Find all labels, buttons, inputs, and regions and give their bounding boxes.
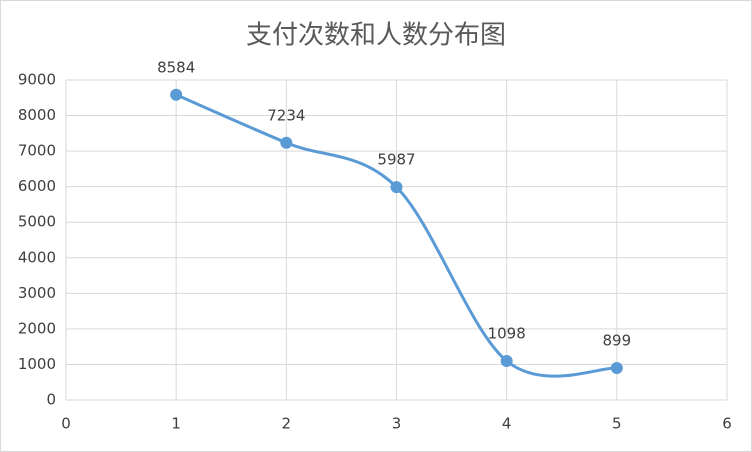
data-label: 8584: [157, 58, 195, 76]
y-tick-label: 3000: [18, 284, 56, 302]
x-tick-label: 0: [61, 415, 71, 433]
x-tick-label: 3: [392, 415, 402, 433]
data-label: 899: [603, 332, 632, 350]
data-point: [170, 88, 183, 101]
data-point: [610, 362, 623, 375]
data-label: 1098: [488, 324, 526, 342]
y-tick-label: 0: [46, 391, 56, 409]
data-point: [280, 136, 293, 149]
chart-title: 支付次数和人数分布图: [246, 21, 506, 51]
data-label: 5987: [377, 151, 415, 169]
data-point: [390, 181, 403, 194]
series-line: [175, 93, 617, 378]
x-tick-label: 6: [722, 415, 732, 433]
data-point: [500, 354, 513, 367]
x-tick-label: 5: [612, 415, 622, 433]
data-label: 7234: [267, 106, 305, 124]
y-tick-label: 8000: [18, 106, 56, 124]
y-tick-label: 5000: [18, 213, 56, 231]
x-tick-label: 1: [171, 415, 181, 433]
x-tick-label: 2: [282, 415, 292, 433]
y-tick-label: 1000: [18, 355, 56, 373]
y-tick-label: 9000: [18, 71, 56, 89]
y-tick-label: 6000: [18, 177, 56, 195]
y-tick-label: 4000: [18, 248, 56, 266]
y-tick-label: 2000: [18, 319, 56, 337]
x-tick-label: 4: [502, 415, 512, 433]
y-tick-label: 7000: [18, 142, 56, 160]
